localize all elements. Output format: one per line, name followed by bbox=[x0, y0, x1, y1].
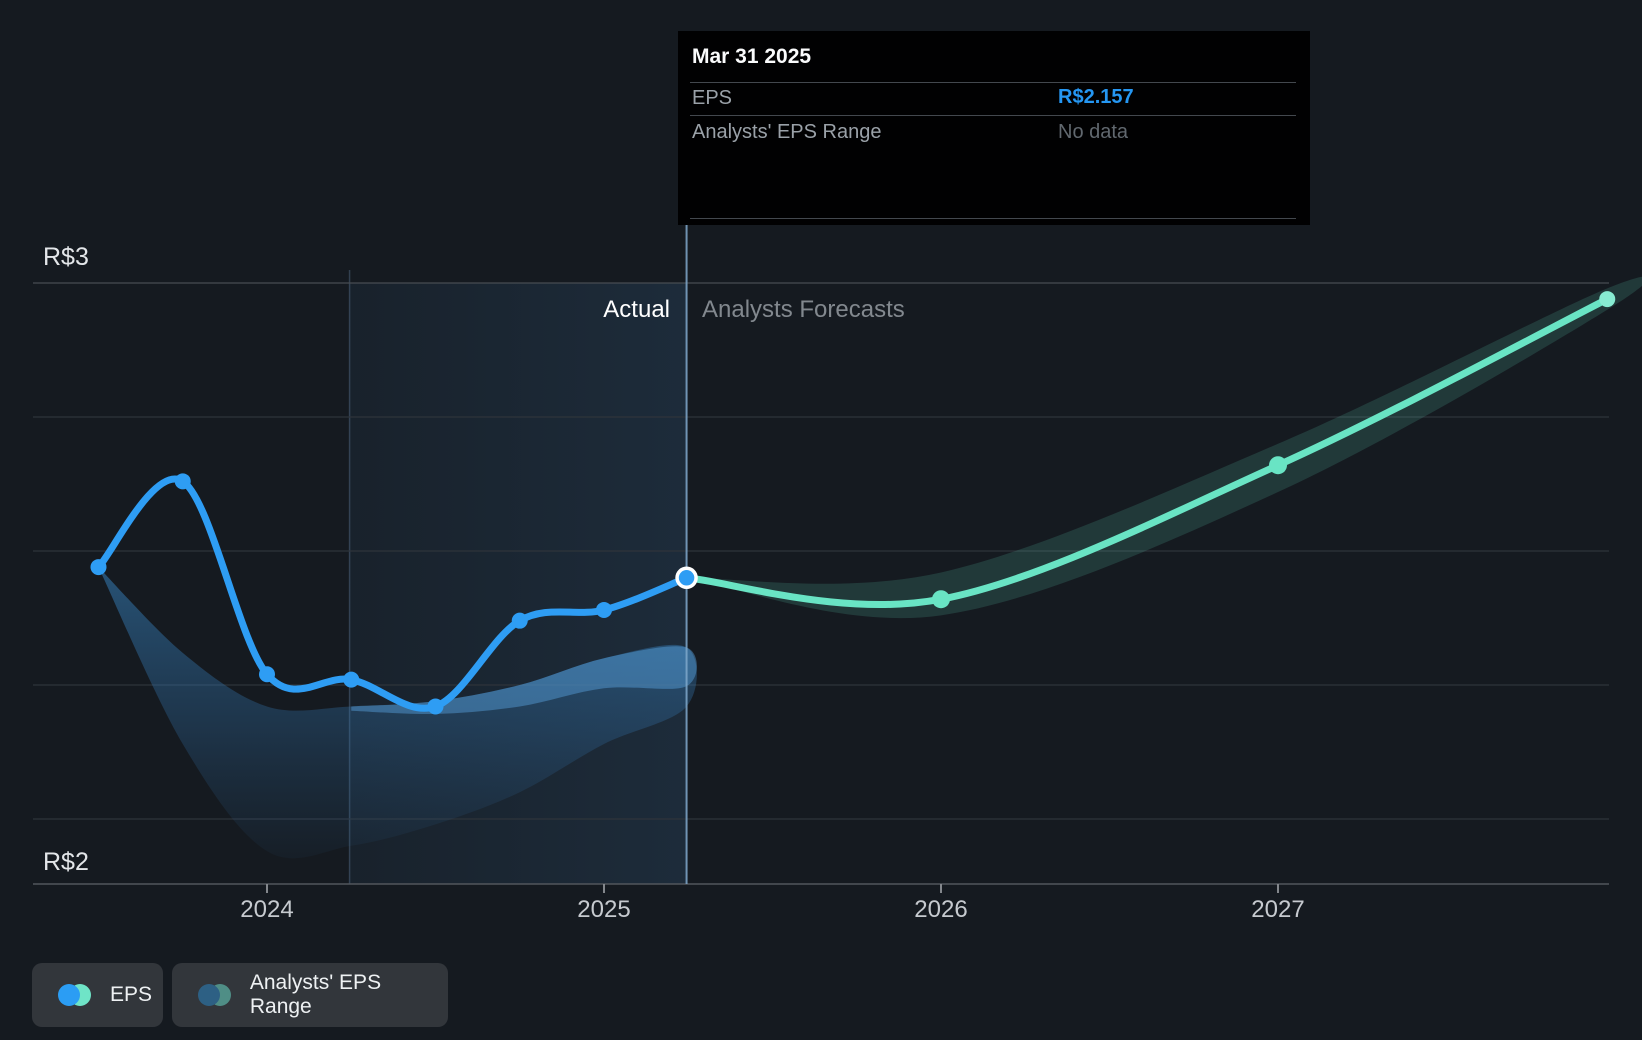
tooltip-range-label: Analysts' EPS Range bbox=[692, 121, 882, 143]
analysts-eps-range-band-actual bbox=[98, 567, 697, 859]
tooltip-date: Mar 31 2025 bbox=[692, 45, 812, 68]
legend-label-eps: EPS bbox=[110, 983, 153, 1006]
tooltip-eps-value: R$2.157 bbox=[1058, 86, 1134, 108]
x-axis-label-2024: 2024 bbox=[240, 896, 294, 923]
eps-forecast-point[interactable] bbox=[1269, 456, 1287, 475]
tooltip-eps-label: EPS bbox=[692, 87, 733, 109]
analysts-eps-range-band-forecast bbox=[686, 276, 1642, 619]
phase-label-analysts-forecasts: Analysts Forecasts bbox=[702, 296, 905, 323]
eps-forecast-line bbox=[683, 295, 1611, 608]
eps-forecast-point[interactable] bbox=[1599, 291, 1616, 308]
x-axis-label-2025: 2025 bbox=[577, 896, 631, 923]
eps-actual-point[interactable] bbox=[511, 612, 528, 629]
eps-forecast-point[interactable] bbox=[932, 590, 950, 609]
analysts-eps-range-band-bright-edge bbox=[351, 646, 697, 715]
tooltip-divider bbox=[690, 82, 1296, 83]
y-axis-label-min: R$2 bbox=[43, 848, 89, 876]
legend-label-analysts-eps-range: Analysts' EPS Range bbox=[249, 971, 382, 1018]
eps-actual-point[interactable] bbox=[259, 666, 275, 683]
eps-actual-point[interactable] bbox=[90, 559, 107, 576]
eps-legend-icon bbox=[58, 984, 91, 1006]
tooltip-divider bbox=[690, 115, 1296, 116]
legend-item-analysts-eps-range[interactable]: Analysts' EPS Range bbox=[172, 963, 448, 1027]
analysts-eps-range-legend-icon bbox=[198, 984, 231, 1006]
x-axis-label-2026: 2026 bbox=[914, 896, 968, 923]
eps-actual-point[interactable] bbox=[343, 671, 360, 688]
eps-selected-point[interactable] bbox=[675, 566, 698, 590]
eps-actual-point[interactable] bbox=[596, 601, 612, 618]
y-axis-label-max: R$3 bbox=[43, 243, 89, 271]
tooltip: Mar 31 2025 EPS R$2.157 Analysts' EPS Ra… bbox=[678, 31, 1310, 225]
eps-actual-point[interactable] bbox=[427, 698, 444, 715]
eps-actual-point[interactable] bbox=[174, 473, 191, 490]
tooltip-divider bbox=[690, 218, 1296, 219]
phase-label-actual: Actual bbox=[603, 296, 670, 323]
x-axis-label-2027: 2027 bbox=[1251, 896, 1305, 923]
legend-item-eps[interactable]: EPS bbox=[32, 963, 163, 1027]
tooltip-range-value: No data bbox=[1058, 121, 1129, 143]
